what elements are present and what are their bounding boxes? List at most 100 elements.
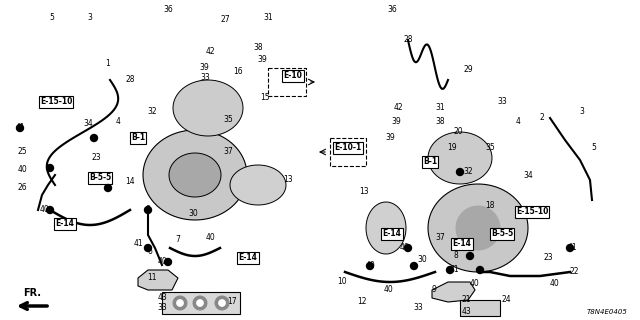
Text: 17: 17 [227,298,237,307]
Text: 8: 8 [146,205,150,214]
Text: 33: 33 [497,98,507,107]
Polygon shape [432,282,475,302]
Text: FR.: FR. [23,288,41,298]
Text: 39: 39 [199,63,209,73]
Circle shape [164,259,172,266]
Text: 30: 30 [188,210,198,219]
Text: 9: 9 [431,285,436,294]
Bar [460,300,500,316]
Text: E-15-10: E-15-10 [516,207,548,217]
Text: 4: 4 [116,117,120,126]
Polygon shape [366,202,406,254]
Polygon shape [428,132,492,184]
Text: 6: 6 [148,247,152,257]
Polygon shape [138,270,178,290]
Text: 8: 8 [454,252,458,260]
Text: 31: 31 [435,103,445,113]
Text: E-15-10: E-15-10 [40,98,72,107]
Text: 21: 21 [461,295,471,305]
Text: 30: 30 [417,255,427,265]
Text: 41: 41 [15,124,25,132]
Text: B-1: B-1 [423,157,437,166]
Text: 10: 10 [337,277,347,286]
Text: 33: 33 [157,303,167,313]
Text: E-14: E-14 [56,220,74,228]
Text: 35: 35 [223,116,233,124]
Polygon shape [143,130,247,220]
Text: E-14: E-14 [239,253,257,262]
Text: 38: 38 [435,117,445,126]
Text: 40: 40 [365,261,375,270]
Circle shape [367,262,374,269]
Text: 25: 25 [17,148,27,156]
Circle shape [196,300,204,307]
Text: E-10-1: E-10-1 [334,143,362,153]
Text: 38: 38 [253,44,263,52]
Text: 13: 13 [359,188,369,196]
Text: 13: 13 [283,175,293,185]
Text: 23: 23 [91,154,101,163]
Text: 41: 41 [567,244,577,252]
Text: 18: 18 [485,202,495,211]
Text: 40: 40 [549,279,559,289]
Circle shape [467,252,474,260]
Text: E-14: E-14 [452,239,472,249]
Text: 33: 33 [200,74,210,83]
Text: 37: 37 [223,148,233,156]
Text: 42: 42 [205,47,215,57]
Text: 35: 35 [485,143,495,153]
Text: B-1: B-1 [131,133,145,142]
Polygon shape [230,165,286,205]
Text: 28: 28 [125,76,135,84]
Text: 3: 3 [580,108,584,116]
Circle shape [104,185,111,191]
Text: 43: 43 [461,308,471,316]
Text: 5: 5 [49,13,54,22]
Text: 19: 19 [447,143,457,153]
Text: 40: 40 [383,285,393,294]
Text: 28: 28 [403,36,413,44]
Text: 24: 24 [501,295,511,305]
Polygon shape [169,153,221,197]
Text: 27: 27 [220,15,230,25]
Text: 29: 29 [463,66,473,75]
Circle shape [218,300,225,307]
Text: 32: 32 [463,167,473,177]
Text: E-14: E-14 [383,229,401,238]
Text: T8N4E0405: T8N4E0405 [587,309,628,315]
Circle shape [177,300,184,307]
Text: 16: 16 [233,68,243,76]
Circle shape [477,267,483,274]
Bar [330,138,366,166]
Text: 14: 14 [125,178,135,187]
Text: 39: 39 [385,133,395,142]
Text: 32: 32 [147,108,157,116]
Text: 5: 5 [591,143,596,153]
Text: 2: 2 [540,114,545,123]
Circle shape [456,169,463,175]
Circle shape [47,164,54,172]
Circle shape [404,244,412,252]
Text: 41: 41 [449,266,459,275]
Text: 23: 23 [543,253,553,262]
Text: 40: 40 [205,234,215,243]
Text: 15: 15 [260,93,270,102]
Text: 12: 12 [357,298,367,307]
Circle shape [173,296,187,310]
Text: E-10: E-10 [284,71,303,81]
Text: 41: 41 [133,239,143,249]
Bar [162,292,240,314]
Text: 34: 34 [83,119,93,129]
Circle shape [17,124,24,132]
Circle shape [447,267,454,274]
Circle shape [90,134,97,141]
Circle shape [456,206,500,250]
Text: 26: 26 [17,183,27,193]
Circle shape [145,206,152,213]
Text: 31: 31 [263,13,273,22]
Text: 22: 22 [569,268,579,276]
Text: 3: 3 [88,13,92,22]
Text: 40: 40 [40,205,50,214]
Text: 20: 20 [453,127,463,137]
Text: B-5-5: B-5-5 [89,173,111,182]
